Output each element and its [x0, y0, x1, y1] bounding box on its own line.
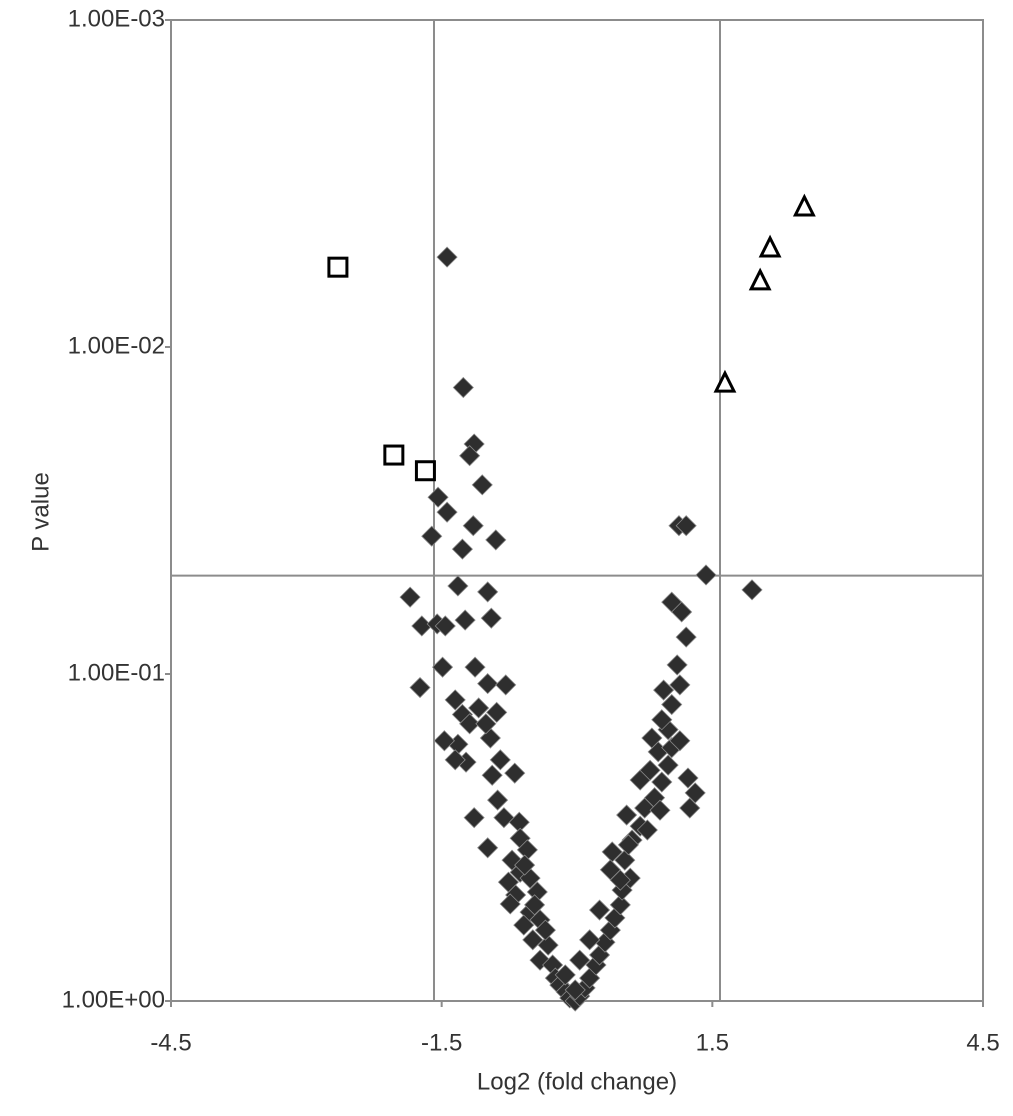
point-diamond [477, 673, 499, 695]
point-diamond [569, 949, 591, 971]
point-diamond [493, 807, 515, 829]
x-tick-label: -4.5 [150, 1029, 191, 1056]
point-diamond [651, 709, 673, 731]
point-diamond [579, 929, 601, 951]
y-axis-label: P value [27, 472, 54, 552]
point-diamond [677, 767, 699, 789]
point-diamond [666, 654, 688, 676]
point-diamond [588, 899, 611, 921]
point-diamond [529, 949, 551, 971]
point-diamond [468, 697, 490, 719]
point-diamond [669, 674, 691, 696]
point-diamond [464, 656, 486, 678]
point-diamond [514, 854, 536, 876]
point-diamond [481, 764, 503, 786]
point-triangle [713, 369, 737, 393]
point-diamond [513, 914, 535, 936]
point-diamond [427, 486, 449, 508]
point-diamond [651, 771, 673, 793]
point-square [383, 444, 405, 466]
point-diamond [616, 804, 638, 826]
y-tick-label: 1.00E-01 [68, 659, 165, 686]
point-diamond [447, 575, 469, 597]
point-diamond [609, 894, 631, 916]
point-diamond [477, 837, 499, 859]
point-diamond [399, 586, 421, 608]
point-diamond [454, 609, 476, 631]
point-diamond [463, 807, 485, 829]
x-tick-label: 1.5 [696, 1029, 729, 1056]
point-diamond [564, 979, 586, 1001]
point-diamond [657, 754, 679, 776]
point-diamond [477, 581, 499, 603]
point-diamond [459, 445, 481, 467]
point-diamond [432, 656, 454, 678]
point-diamond [462, 515, 484, 537]
point-diamond [452, 376, 474, 399]
point-diamond [661, 693, 683, 716]
x-axis-label: Log2 (fold change) [477, 1068, 677, 1095]
point-diamond [433, 730, 455, 752]
x-tick-label: -1.5 [421, 1029, 462, 1056]
point-diamond [679, 797, 701, 819]
point-diamond [436, 246, 458, 268]
point-diamond [436, 501, 458, 523]
point-diamond [614, 849, 636, 871]
point-diamond [554, 964, 576, 986]
point-square [327, 256, 349, 278]
point-triangle [748, 267, 772, 291]
point-diamond [669, 730, 691, 752]
point-diamond [534, 919, 556, 941]
point-diamond [444, 689, 466, 711]
point-diamond [451, 538, 473, 560]
point-diamond [653, 679, 675, 701]
point-diamond [522, 929, 544, 951]
point-diamond [504, 762, 526, 784]
point-diamond [409, 676, 431, 699]
x-tick-label: 4.5 [966, 1029, 999, 1056]
point-diamond [475, 713, 497, 735]
point-diamond [636, 819, 658, 841]
point-diamond [459, 713, 481, 735]
point-diamond [537, 934, 559, 956]
point-diamond [486, 701, 508, 723]
point-diamond [639, 759, 661, 781]
plot-frame [170, 19, 984, 1002]
point-diamond [675, 515, 697, 537]
point-diamond [487, 789, 509, 811]
point-diamond [524, 894, 546, 916]
point-diamond [588, 944, 611, 966]
point-diamond [599, 859, 621, 881]
point-diamond [480, 607, 502, 629]
point-diamond [444, 749, 466, 771]
point-diamond [649, 799, 671, 821]
point-diamond [489, 749, 511, 771]
point-diamond [617, 834, 639, 856]
point-diamond [741, 579, 763, 601]
point-diamond [421, 525, 443, 547]
y-tick-label: 1.00E+00 [62, 986, 165, 1013]
y-tick-label: 1.00E-02 [68, 332, 165, 359]
y-tick-label: 1.00E-03 [68, 5, 165, 32]
point-diamond [519, 867, 541, 889]
point-diamond [471, 474, 493, 496]
point-square [414, 460, 436, 482]
point-diamond [434, 615, 456, 637]
point-diamond [695, 564, 717, 586]
point-triangle [758, 234, 782, 258]
point-diamond [641, 727, 663, 749]
point-diamond [495, 674, 517, 696]
point-diamond [485, 529, 507, 551]
point-diamond [684, 782, 706, 804]
point-diamond [671, 601, 693, 623]
point-diamond [499, 893, 521, 915]
point-diamond [675, 626, 697, 648]
point-triangle [792, 193, 816, 217]
